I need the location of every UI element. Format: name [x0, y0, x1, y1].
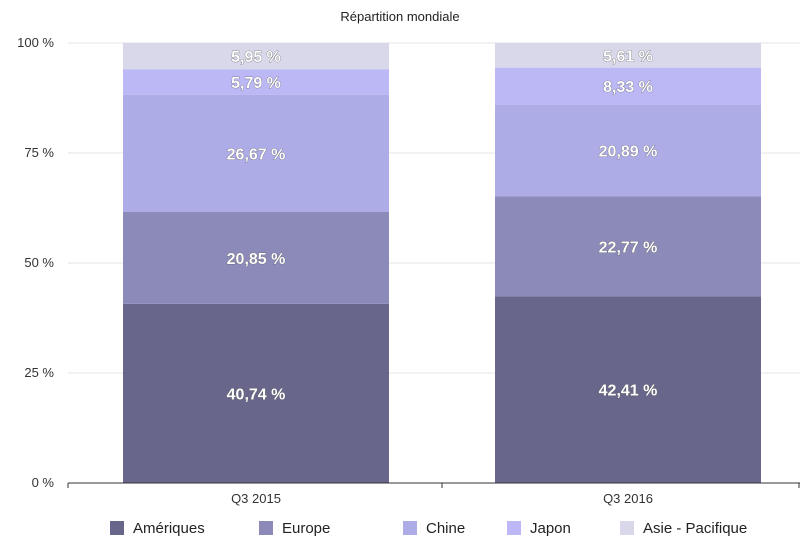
bar-segment	[123, 303, 389, 483]
y-tick-label: 100 %	[17, 35, 54, 50]
data-label: 8,33 %	[603, 79, 653, 96]
data-label: 5,95 %	[231, 49, 281, 66]
data-label: 40,74 %	[227, 386, 286, 403]
bar-segment	[495, 42, 761, 68]
bar-segment	[123, 69, 389, 95]
data-label: 22,77 %	[599, 239, 658, 256]
data-label: 26,67 %	[227, 146, 286, 163]
bar-segment	[495, 296, 761, 483]
y-tick-label: 25 %	[24, 365, 54, 380]
legend-label: Europe	[282, 520, 330, 537]
data-label: 5,61 %	[603, 48, 653, 65]
x-tick-label: Q3 2016	[603, 491, 653, 506]
x-axis-ticks: Q3 2015 Q3 2016	[67, 483, 800, 506]
legend-swatch	[259, 521, 273, 535]
bar-segment	[123, 94, 389, 213]
y-tick-label: 50 %	[24, 255, 54, 270]
legend-label: Asie - Pacifique	[643, 520, 747, 537]
data-label: 5,79 %	[231, 75, 281, 92]
legend-label: Japon	[530, 520, 571, 537]
legend-label: Chine	[426, 520, 465, 537]
bar-segment	[495, 67, 761, 105]
chart-title: Répartition mondiale	[340, 9, 459, 24]
bars: 40,74 % 20,85 % 26,67 % 5,79 % 5,95 % 42,41 %…	[123, 42, 761, 483]
legend-swatch	[620, 521, 634, 535]
data-label: 20,89 %	[599, 143, 658, 160]
bar-segment	[123, 43, 389, 70]
legend-swatch	[403, 521, 417, 535]
data-label: 42,41 %	[599, 383, 658, 400]
legend: Amériques Europe Chine Japon Asie - Pacifiqu…	[110, 520, 747, 537]
bar-segment	[123, 212, 389, 304]
y-tick-label: 0 %	[32, 475, 55, 490]
bar-segment	[495, 196, 761, 297]
legend-swatch	[507, 521, 521, 535]
bar-segment	[495, 104, 761, 197]
y-tick-label: 75 %	[24, 145, 54, 160]
data-label: 20,85 %	[227, 251, 286, 268]
legend-label: Amériques	[133, 520, 205, 537]
legend-swatch	[110, 521, 124, 535]
x-tick-label: Q3 2015	[231, 491, 281, 506]
y-axis-ticks: 0 % 25 % 50 % 75 % 100 %	[17, 35, 54, 490]
